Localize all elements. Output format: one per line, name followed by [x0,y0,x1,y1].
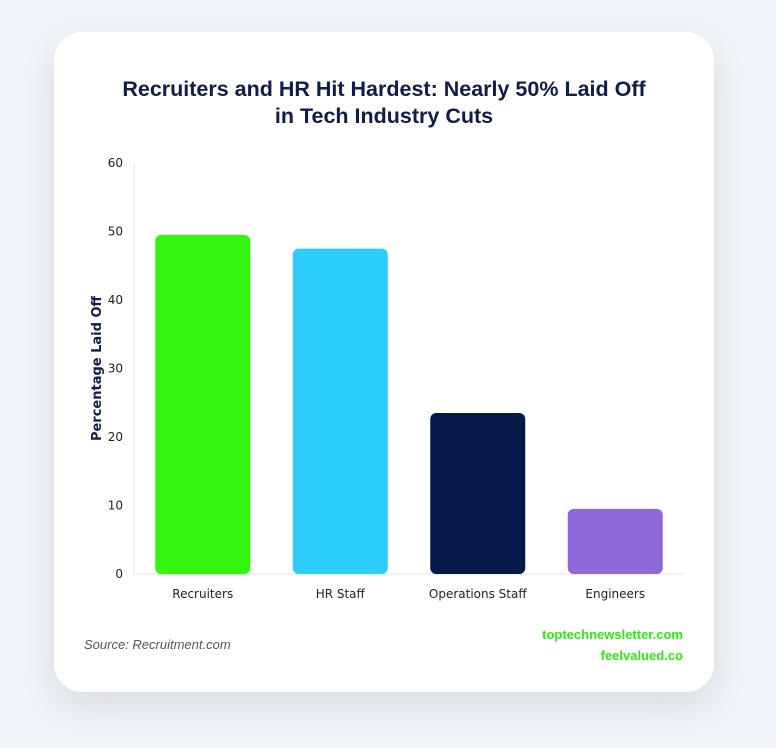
bar-recruiters [155,234,251,575]
x-tick-label: HR Staff [316,587,366,601]
bar-hr-staff [292,248,388,574]
chart-title: Recruiters and HR Hit Hardest: Nearly 50… [54,76,714,130]
y-tick-label: 30 [108,362,123,376]
y-tick-label: 0 [115,567,123,581]
x-tick-label: Recruiters [172,587,233,601]
credits: toptechnewsletter.com feelvalued.co [542,624,683,666]
y-tick-label: 60 [108,156,123,170]
credit-link-feelvalued[interactable]: feelvalued.co [600,648,683,663]
x-tick-label: Operations Staff [429,587,527,601]
bar-chart: 0 10 20 30 40 50 60 Percentage Laid Off Recruite… [90,156,684,601]
y-tick-label: 40 [108,293,123,307]
chart-title-line-2: in Tech Industry Cuts [274,104,494,128]
y-axis-label: Percentage Laid Off [90,295,105,441]
y-tick-label: 10 [108,499,123,513]
chart-title-line-1: Recruiters and HR Hit Hardest: Nearly 50… [122,77,646,101]
credit-link-toptechnewsletter[interactable]: toptechnewsletter.com [542,627,683,642]
source-note: Source: Recruitment.com [84,637,231,652]
bar-operations-staff [430,413,526,574]
bar-engineers [567,508,663,574]
y-tick-label: 20 [108,430,123,444]
x-tick-label: Engineers [585,587,645,601]
y-tick-label: 50 [108,225,123,239]
chart-card: Recruiters and HR Hit Hardest: Nearly 50… [54,32,714,692]
